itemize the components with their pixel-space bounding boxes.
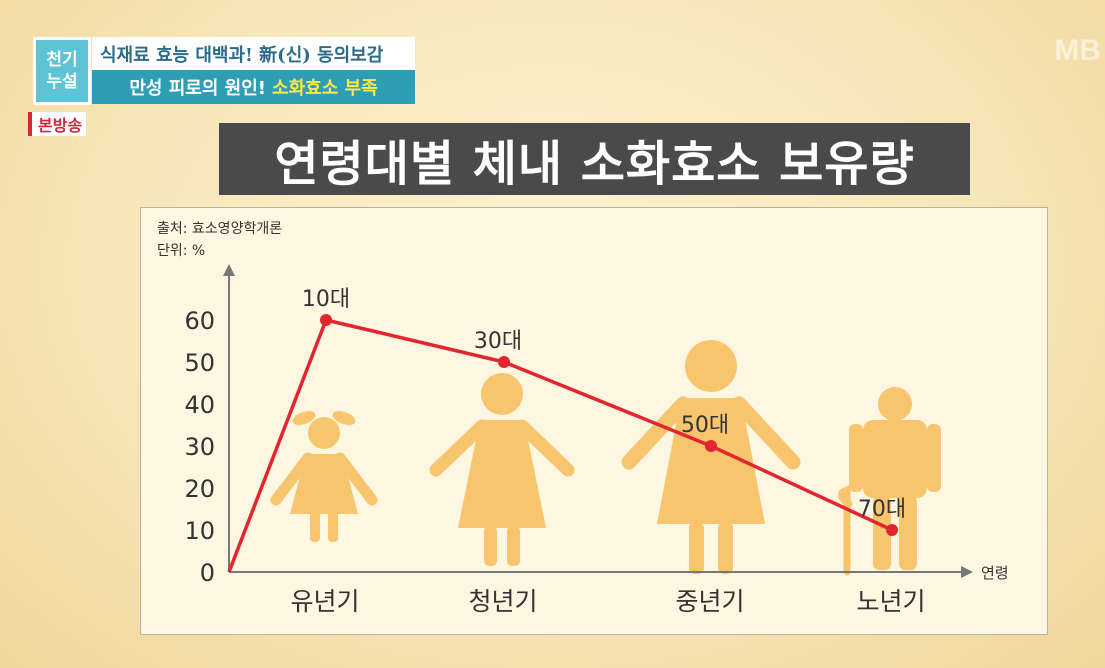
caption-bottom-highlight: 소화효소 부족 bbox=[272, 78, 378, 99]
elderly-figure-icon bbox=[838, 387, 941, 576]
channel-watermark: MB bbox=[1054, 34, 1101, 67]
data-label: 70대 bbox=[858, 497, 906, 522]
x-axis-label: 연령 bbox=[981, 564, 1009, 582]
y-tick-label: 60 bbox=[184, 307, 215, 335]
y-tick-label: 10 bbox=[184, 517, 215, 545]
caption-top: 식재료 효능 대백과! 新(신) 동의보감 bbox=[92, 37, 415, 70]
x-tick-label: 유년기 bbox=[290, 587, 359, 616]
y-axis-arrow bbox=[223, 264, 235, 276]
x-tick-label: 노년기 bbox=[856, 587, 925, 616]
line-chart: 연령 0 10 20 30 40 50 60 유년기 청년기 중년기 노년기 10대 30대 50대 70대 bbox=[184, 264, 1009, 616]
y-tick-label: 30 bbox=[184, 433, 215, 461]
x-tick-label: 중년기 bbox=[675, 587, 744, 616]
young-woman-figure-icon bbox=[429, 373, 575, 566]
data-point bbox=[498, 356, 510, 368]
data-point bbox=[886, 524, 898, 536]
caption-bottom: 만성 피로의 원인! 소화효소 부족 bbox=[92, 70, 415, 104]
y-tick-label: 50 bbox=[184, 349, 215, 377]
data-label: 10대 bbox=[302, 287, 350, 312]
data-point bbox=[320, 314, 332, 326]
child-figure-icon bbox=[270, 411, 378, 542]
rebroadcast-badge: 본방송 bbox=[28, 112, 87, 136]
chart-title: 연령대별 체내 소화효소 보유량 bbox=[219, 123, 970, 195]
y-tick-label: 0 bbox=[200, 559, 215, 587]
data-label: 50대 bbox=[681, 413, 729, 438]
logo-line-2: 누설 bbox=[46, 72, 78, 92]
data-point bbox=[705, 440, 717, 452]
chart-panel: 출처: 효소영양학개론 단위: % 연령 0 10 20 30 40 50 60 유년기 청년기 중… bbox=[140, 207, 1048, 635]
y-tick-label: 40 bbox=[184, 391, 215, 419]
x-tick-label: 청년기 bbox=[468, 587, 537, 616]
x-axis-arrow bbox=[961, 566, 973, 578]
program-logo: 천기 누설 bbox=[33, 37, 91, 105]
y-tick-label: 20 bbox=[184, 475, 215, 503]
logo-line-1: 천기 bbox=[46, 50, 78, 70]
data-label: 30대 bbox=[474, 329, 522, 354]
middle-aged-figure-icon bbox=[621, 340, 801, 574]
chart-unit: 단위: % bbox=[157, 243, 206, 259]
chart-source: 출처: 효소영양학개론 bbox=[157, 221, 283, 237]
caption-bottom-main: 만성 피로의 원인! bbox=[129, 78, 267, 99]
